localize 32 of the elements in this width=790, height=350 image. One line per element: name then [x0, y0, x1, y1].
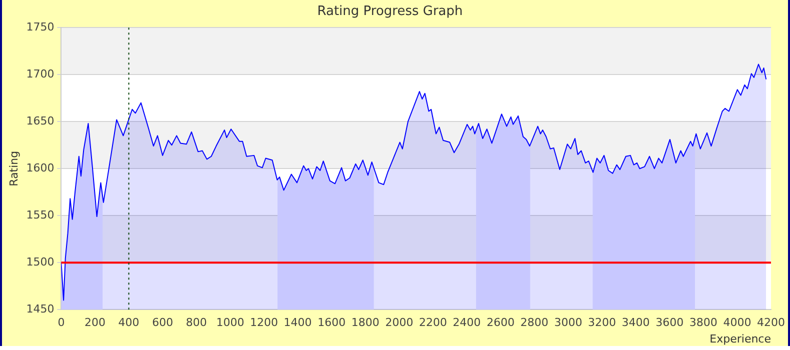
- x-tick-label: 0: [58, 316, 65, 330]
- x-tick-label: 2400: [452, 316, 481, 330]
- x-tick-label: 1000: [216, 316, 244, 330]
- x-tick-label: 2800: [520, 316, 548, 330]
- x-tick-label: 400: [118, 316, 140, 330]
- x-tick-label: 1800: [351, 316, 380, 330]
- y-tick-label: 1650: [26, 114, 54, 128]
- y-tick-label: 1750: [26, 20, 54, 34]
- x-tick-label: 800: [186, 316, 207, 330]
- x-tick-label: 2600: [486, 316, 515, 330]
- x-tick-label: 1400: [284, 316, 312, 330]
- x-tick-label: 3400: [622, 316, 650, 330]
- x-tick-label: 4200: [757, 316, 786, 330]
- y-tick-label: 1600: [26, 161, 54, 174]
- x-tick-label: 200: [84, 316, 106, 330]
- x-tick-label: 4000: [723, 316, 752, 330]
- x-tick-label: 3800: [689, 316, 718, 330]
- x-tick-label: 2000: [385, 316, 414, 330]
- x-tick-label: 3000: [554, 316, 582, 330]
- x-tick-label: 1600: [318, 316, 346, 330]
- x-axis-title: Experience: [710, 332, 772, 346]
- x-tick-label: 3200: [588, 316, 616, 330]
- x-tick-label: 600: [152, 316, 174, 330]
- y-axis-title: Rating: [7, 150, 20, 186]
- y-tick-label: 1500: [26, 255, 54, 268]
- chart-title: Rating Progress Graph: [317, 4, 463, 20]
- x-tick-label: 3600: [656, 316, 684, 330]
- x-tick-label: 1200: [250, 316, 278, 330]
- y-tick-label: 1550: [26, 208, 54, 222]
- y-tick-label: 1450: [26, 302, 54, 316]
- x-tick-label: 2200: [419, 316, 447, 330]
- y-tick-label: 1700: [26, 67, 54, 80]
